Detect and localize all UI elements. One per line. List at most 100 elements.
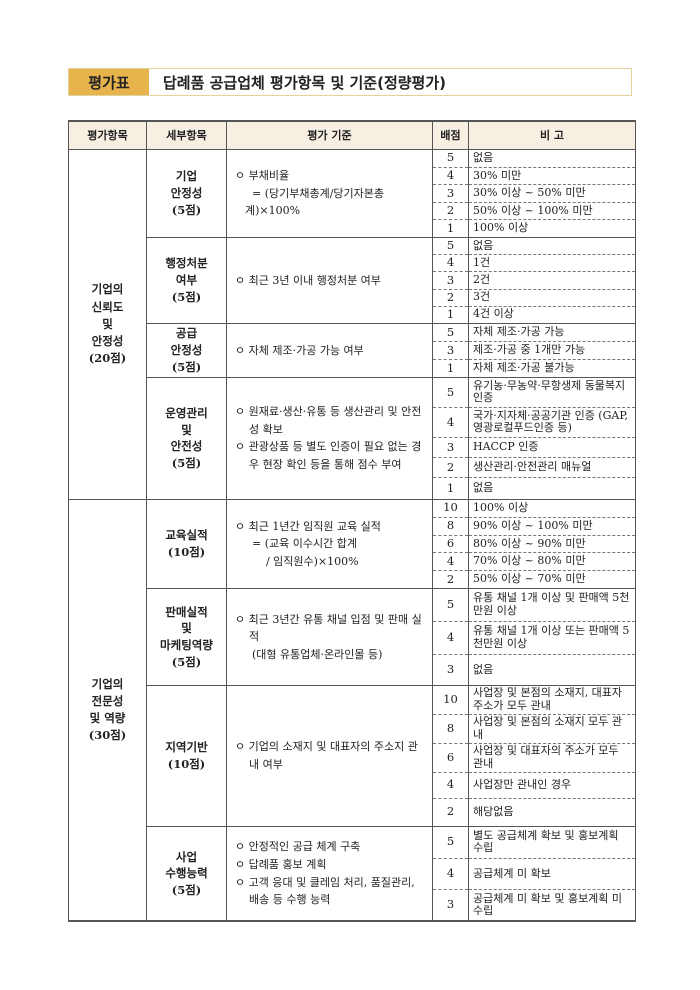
document-title: 답례품 공급업체 평가항목 및 기준(정량평가) [163, 73, 447, 92]
table-row: 3 공급체계 미 확보 및 홍보계획 미 수립 [69, 888, 636, 922]
score-value: 5 [432, 376, 469, 408]
table-row: 2 해당없음 [69, 797, 636, 827]
score-value: 4 [432, 620, 469, 655]
table-row: 1 없음 [69, 476, 636, 500]
score-remark: 50% 이상 ~ 70% 미만 [468, 570, 636, 589]
score-value: 5 [432, 825, 469, 859]
score-value: 3 [432, 271, 469, 290]
score-remark: 3건 [468, 288, 636, 307]
criteria-line: / 임직원수)×100% [245, 554, 359, 568]
score-value: 6 [432, 534, 469, 554]
criteria-line: (대형 유통업체·온라인몰 등) [245, 647, 383, 661]
criteria-cell: ㅇ 원재료·생산·유통 등 생산관리 및 안전성 확보 ㅇ 관광상품 등 별도 인… [226, 376, 433, 500]
subsection-name: 운영관리 및 안전성 (5점) [146, 376, 227, 500]
score-value: 3 [432, 184, 469, 203]
header-score: 배점 [432, 120, 469, 150]
score-remark: 사업장 및 대표자의 주소가 모두 관내 [468, 742, 636, 773]
score-value: 4 [432, 254, 469, 273]
score-value: 4 [432, 406, 469, 438]
score-remark: 제조·가공 중 1개만 가능 [468, 340, 636, 360]
score-remark: 4건 이상 [468, 305, 636, 324]
score-value: 3 [432, 888, 469, 922]
criteria-cell: ㅇ 부채비율 = (당기부채총계/당기자본총계)×100% [226, 149, 433, 238]
subsection-name: 기업 안정성 (5점) [146, 149, 227, 238]
subsection-name: 교육실적 (10점) [146, 498, 227, 589]
criteria-line: ㅇ 관광상품 등 별도 인증이 필요 없는 경우 현장 확인 등을 통해 점수 … [235, 440, 422, 471]
table-row: 사업 수행능력 (5점) ㅇ 안정적인 공급 체계 구축 ㅇ 답례품 홍보 계획 ㅇ … [69, 825, 636, 922]
score-remark: 없음 [468, 149, 636, 168]
score-value: 3 [432, 340, 469, 360]
score-value: 6 [432, 742, 469, 773]
score-value: 1 [432, 219, 469, 238]
section-name: 기업의 전문성 및 역량 (30점) [68, 498, 147, 922]
criteria-line: ㅇ 최근 3년 이내 행정처분 여부 [235, 273, 381, 287]
score-remark: 없음 [468, 476, 636, 500]
table-row: 4 유통 채널 1개 이상 또는 판매액 5천만원 이상 [69, 620, 636, 655]
criteria-line: ㅇ 부채비율 [235, 169, 290, 183]
score-remark: 자체 제조·가공 불가능 [468, 358, 636, 378]
score-remark: 1건 [468, 254, 636, 273]
table-row: 4 사업장만 관내인 경우 [69, 771, 636, 799]
criteria-cell: ㅇ 최근 1년간 임직원 교육 실적 = (교육 이수시간 합계 / 임직원수)… [226, 498, 433, 589]
score-value: 3 [432, 653, 469, 686]
criteria-line: = (교육 이수시간 합계 [245, 537, 357, 551]
table-row: 판매실적 및 마케팅역량 (5점) ㅇ 최근 3년간 유통 채널 입점 및 판매 … [69, 587, 636, 686]
table-row: 행정처분 여부 (5점) ㅇ 최근 3년 이내 행정처분 여부 5 없음 [69, 236, 636, 324]
table-row: 4 1건 [69, 254, 636, 273]
table-row: 4 국가·지자체·공공기관 인증 (GAP, 영광로컬푸드인증 등) [69, 406, 636, 438]
criteria-line: ㅇ 고객 응대 및 클레임 처리, 품질관리, 배송 등 수행 능력 [235, 875, 419, 907]
score-value: 4 [432, 771, 469, 799]
score-value: 2 [432, 201, 469, 221]
criteria-cell: ㅇ 최근 3년간 유통 채널 입점 및 판매 실적 (대형 유통업체·온라인몰 … [226, 587, 433, 686]
title-bar: 평가표 답례품 공급업체 평가항목 및 기준(정량평가) [68, 68, 632, 96]
score-remark: 유기농·무농약·무항생제 동물복지 인증 [468, 376, 636, 408]
score-remark: 유통 채널 1개 이상 및 판매액 5천만원 이상 [468, 587, 636, 622]
subsection-name: 사업 수행능력 (5점) [146, 825, 227, 922]
header-subcategory: 세부항목 [146, 120, 227, 150]
score-remark: 없음 [468, 653, 636, 686]
subsection-name: 지역기반 (10점) [146, 684, 227, 827]
score-value: 4 [432, 552, 469, 572]
score-remark: 80% 이상 ~ 90% 미만 [468, 534, 636, 554]
subsection-name: 공급 안정성 (5점) [146, 322, 227, 378]
subsection-name: 판매실적 및 마케팅역량 (5점) [146, 587, 227, 686]
score-value: 5 [432, 587, 469, 622]
header-remarks: 비 고 [468, 120, 636, 150]
table-row: 6 80% 이상 ~ 90% 미만 [69, 534, 636, 554]
criteria-line: ㅇ 기업의 소재지 및 대표자의 주소지 관내 여부 [235, 740, 418, 771]
criteria-cell: ㅇ 안정적인 공급 체계 구축 ㅇ 답례품 홍보 계획 ㅇ 고객 응대 및 클레임 … [226, 825, 433, 922]
table-row: 4 70% 이상 ~ 80% 미만 [69, 552, 636, 572]
criteria-cell: ㅇ 자체 제조·가공 가능 여부 [226, 322, 433, 378]
score-remark: 사업장 및 본점의 소재지 모두 관내 [468, 713, 636, 744]
table-row: 8 90% 이상 ~ 100% 미만 [69, 516, 636, 536]
score-remark: 자체 제조·가공 가능 [468, 322, 636, 342]
score-remark: HACCP 인증 [468, 436, 636, 458]
title-label: 평가표 [69, 69, 149, 95]
table-row: 공급 안정성 (5점) ㅇ 자체 제조·가공 가능 여부 5 자체 제조·가공 가능 [69, 322, 636, 378]
table-header: 평가항목 세부항목 평가 기준 배점 비 고 [68, 120, 636, 150]
score-value: 8 [432, 516, 469, 536]
score-remark: 100% 이상 [468, 498, 636, 518]
criteria-line: ㅇ 최근 1년간 임직원 교육 실적 [235, 519, 381, 533]
score-remark: 국가·지자체·공공기관 인증 (GAP, 영광로컬푸드인증 등) [468, 406, 636, 438]
score-value: 2 [432, 570, 469, 589]
table-row: 1 4건 이상 [69, 305, 636, 324]
score-remark: 공급체계 미 확보 및 홍보계획 미 수립 [468, 888, 636, 922]
score-remark: 별도 공급체계 확보 및 홍보계획 수립 [468, 825, 636, 859]
score-remark: 해당없음 [468, 797, 636, 827]
header-category: 평가항목 [68, 120, 147, 150]
score-remark: 없음 [468, 236, 636, 256]
criteria-line: ㅇ 원재료·생산·유통 등 생산관리 및 안전성 확보 [235, 405, 422, 436]
table-row: 3 30% 이상 ~ 50% 미만 [69, 184, 636, 203]
table-row: 운영관리 및 안전성 (5점) ㅇ 원재료·생산·유통 등 생산관리 및 안전성 … [69, 376, 636, 500]
score-value: 5 [432, 149, 469, 168]
section-name: 기업의 신뢰도 및 안정성 (20점) [68, 149, 147, 500]
table-row: 8 사업장 및 본점의 소재지 모두 관내 [69, 713, 636, 744]
score-value: 5 [432, 322, 469, 342]
score-value: 4 [432, 166, 469, 186]
score-value: 10 [432, 498, 469, 518]
criteria-cell: ㅇ 기업의 소재지 및 대표자의 주소지 관내 여부 [226, 684, 433, 827]
score-remark: 90% 이상 ~ 100% 미만 [468, 516, 636, 536]
header-criteria: 평가 기준 [226, 120, 433, 150]
criteria-line: ㅇ 답례품 홍보 계획 [235, 858, 327, 872]
